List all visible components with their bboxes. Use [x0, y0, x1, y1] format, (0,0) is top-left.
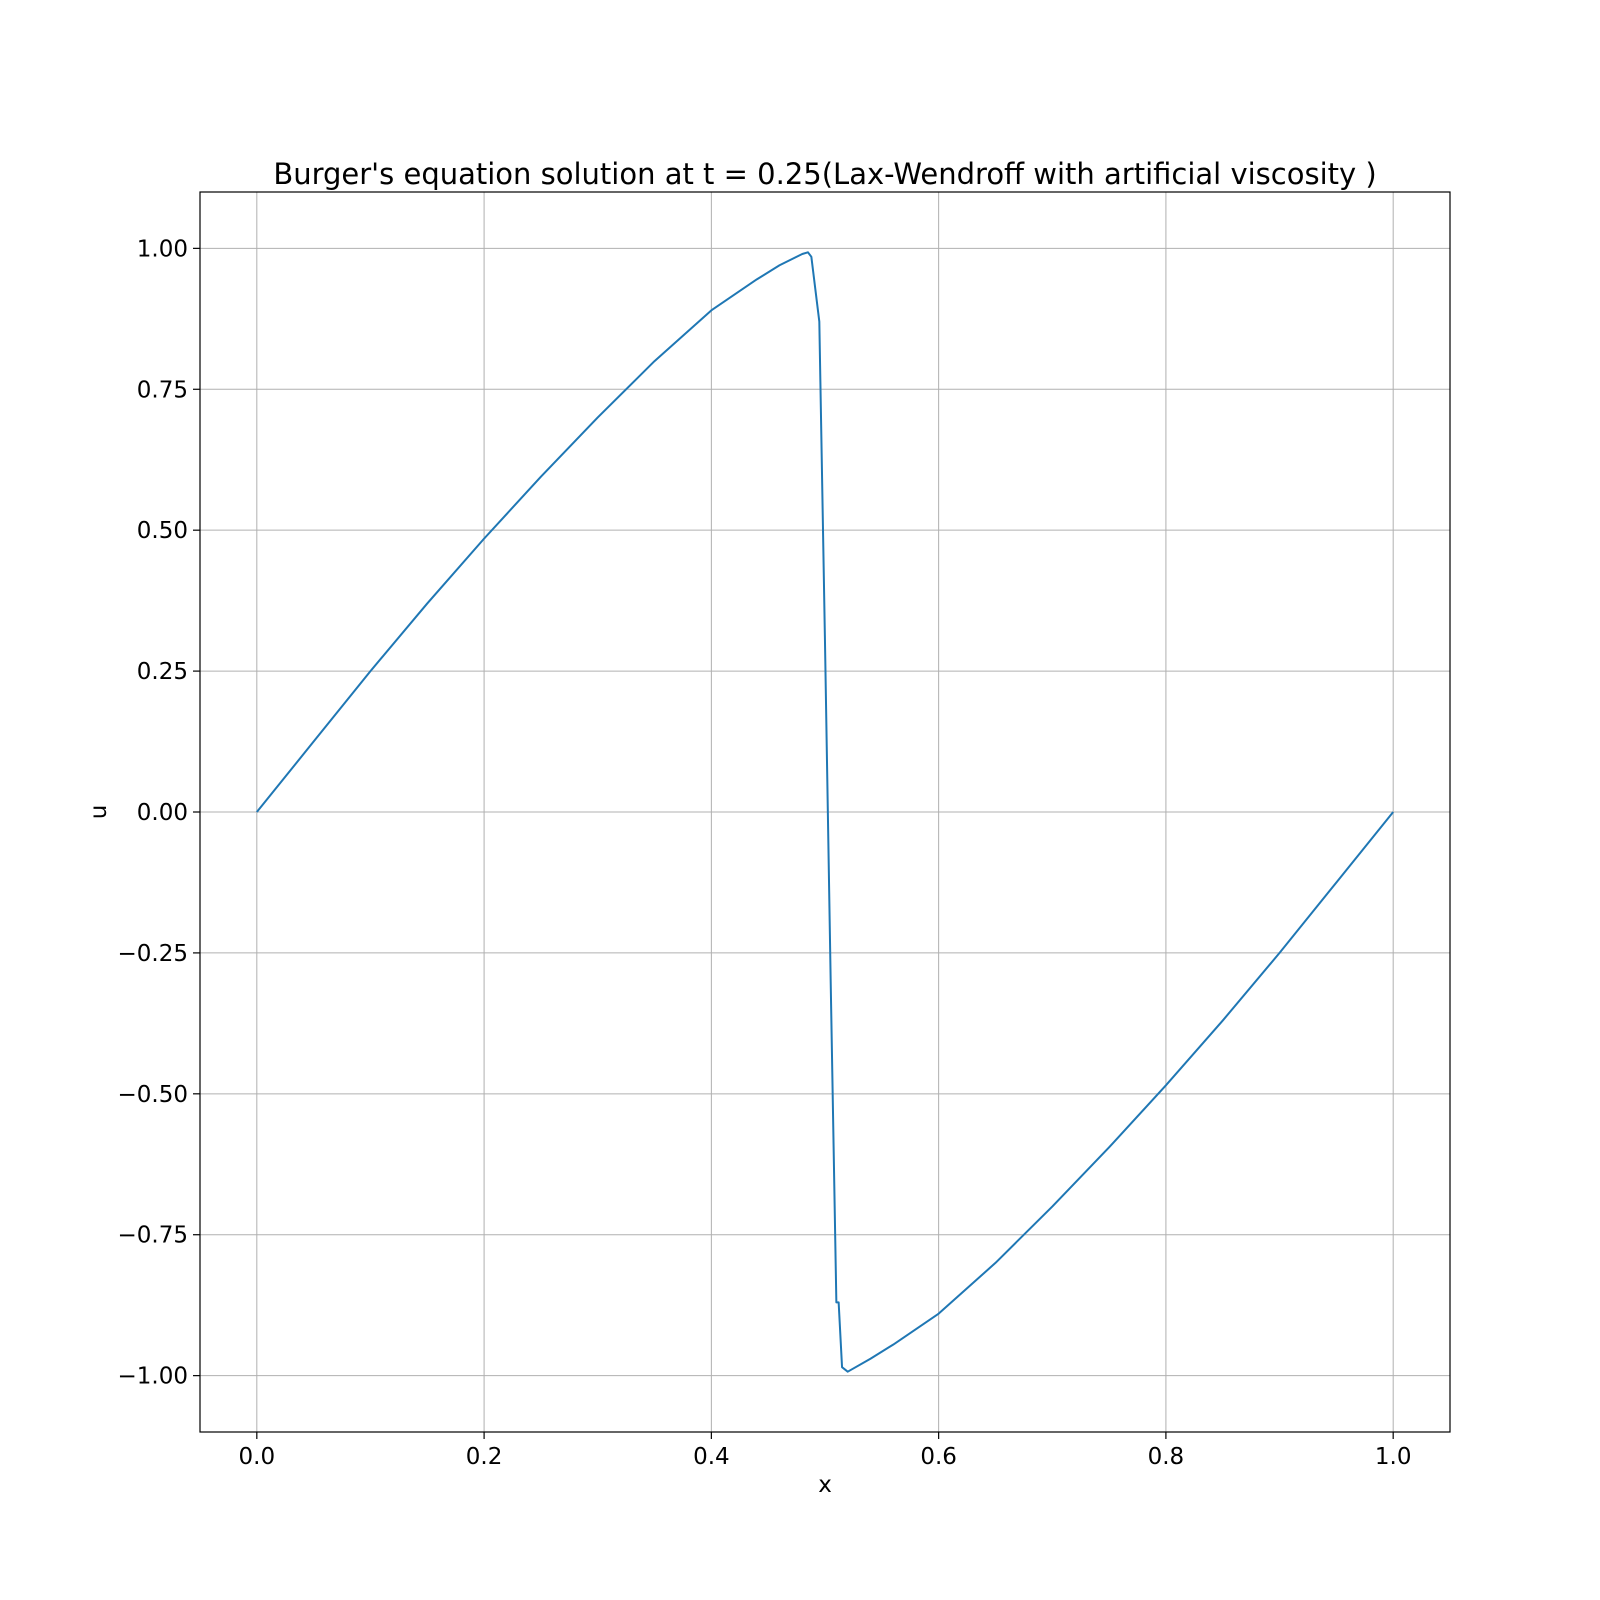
y-tick-label: 1.00	[137, 236, 188, 262]
x-axis-label: x	[818, 1472, 832, 1498]
x-tick-label: 0.4	[693, 1444, 730, 1470]
plot-area	[256, 251, 1394, 1373]
y-tick-label: 0.75	[137, 377, 188, 403]
series-line	[256, 251, 1394, 1373]
x-tick-label: 1.0	[1375, 1444, 1412, 1470]
y-tick-label: 0.00	[137, 800, 188, 826]
x-tick-label: 0.6	[920, 1444, 957, 1470]
y-axis-label: u	[86, 805, 112, 820]
chart-title: Burger's equation solution at t = 0.25(L…	[273, 157, 1376, 191]
y-tick-label: −0.50	[118, 1082, 188, 1108]
axis-ticks: 0.0 0.2 0.4 0.6 0.8 1.0 1.00 0.75 0.50 0.25 0.00 −0…	[118, 236, 1412, 1470]
x-tick-label: 0.2	[466, 1444, 503, 1470]
y-tick-label: −0.25	[118, 941, 188, 967]
y-tick-label: 0.50	[137, 518, 188, 544]
x-tick-label: 0.8	[1148, 1444, 1185, 1470]
y-tick-label: 0.25	[137, 659, 188, 685]
y-tick-label: −1.00	[118, 1364, 188, 1390]
y-tick-label: −0.75	[118, 1223, 188, 1249]
grid	[200, 192, 1450, 1432]
x-tick-label: 0.0	[239, 1444, 276, 1470]
